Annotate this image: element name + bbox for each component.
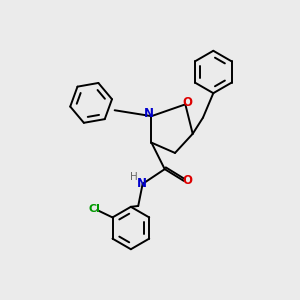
Text: Cl: Cl (88, 204, 100, 214)
Text: H: H (130, 172, 138, 182)
Text: O: O (183, 95, 193, 109)
Text: O: O (182, 174, 192, 188)
Text: N: N (143, 107, 154, 120)
Text: N: N (137, 177, 147, 190)
